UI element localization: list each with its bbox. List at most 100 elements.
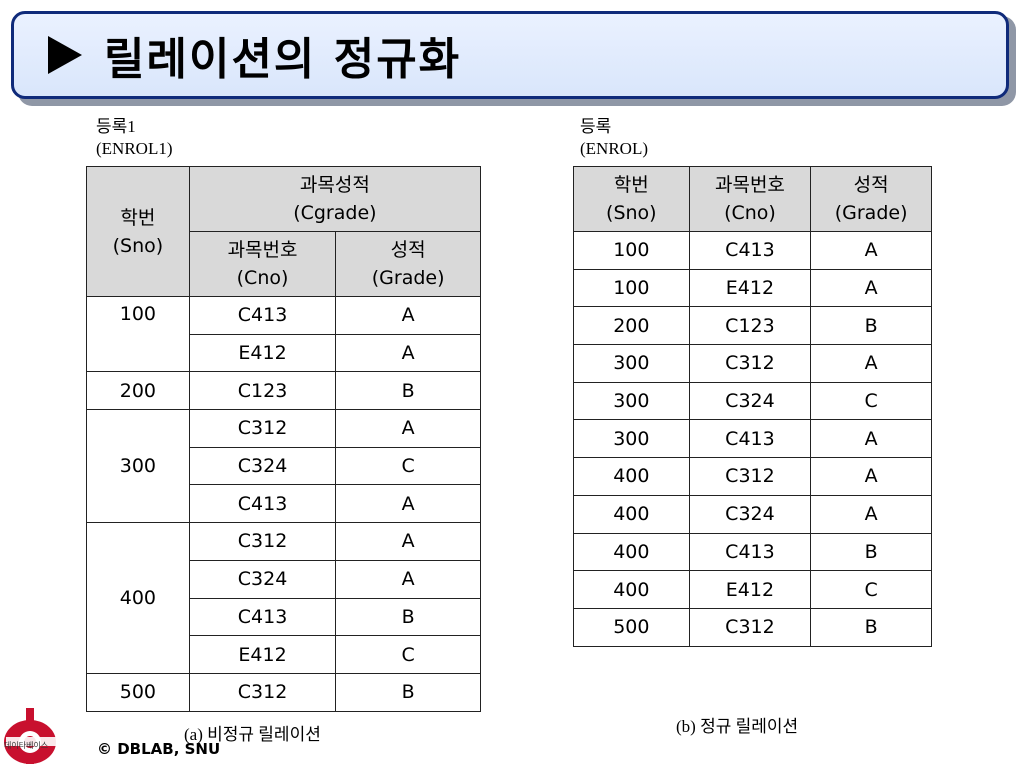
cell-grade: A [335,559,481,599]
header-sno-label: 학번 [120,206,156,229]
header-cno-label: 과목번호 [714,174,785,196]
header-sno-en: (Sno) [112,234,164,257]
cell-cno: C123 [188,371,337,411]
cell-sno: 400 [573,532,690,572]
table-row: C324 A [87,559,481,599]
header-grade-label: 성적 [853,174,889,196]
normalized-relation-table: 학번 (Sno) 과목번호 (Cno) 성적 (Grade) 100 C413 A 1… [573,166,932,647]
table-row: 400 C413 B [573,532,932,572]
header-grade-en: (Grade) [834,202,908,224]
header-grade-en: (Grade) [371,267,445,289]
cell-grade: A [810,231,932,270]
table-row: 500 C312 B [86,672,481,712]
logo-text: 데이타베이스 [4,741,49,750]
left-caption-english: (ENROL1) [96,139,173,158]
table-row: 100 C413 A [573,231,932,270]
left-caption-korean: 등록1 [96,117,136,136]
cell-sno: 200 [86,371,190,411]
cell-grade: A [810,344,932,383]
cell-grade: B [335,597,481,637]
header-grade-label: 성적 [390,239,426,261]
cell-sno: 200 [573,306,690,346]
cell-grade: B [335,371,481,411]
unnormalized-table-body: 100 C413 A E412 A 200 C123 B 300 C312 A C324 C C413 A 4… [86,295,481,712]
table-row: 500 C312 B [573,607,932,647]
cell-sno: 300 [573,381,690,421]
table-row: 300 C312 A [573,344,932,383]
header-cno-en: (Cno) [236,267,289,289]
cell-grade: A [335,333,481,373]
header-sno: 학번 (Sno) [86,166,190,297]
cell-cno: C312 [188,522,337,561]
cell-sno: 300 [86,409,190,524]
cell-sno: 400 [573,570,690,609]
cell-grade: A [335,522,481,561]
header-sno-en: (Sno) [606,202,657,224]
cell-cno: E412 [188,635,337,674]
cell-cno: C324 [688,494,812,534]
cell-grade: A [335,484,481,524]
cell-cno: C413 [188,484,337,524]
header-grade: 성적 (Grade) [335,231,481,297]
table-row: 400 C312 A [86,522,481,674]
header-cgrade-en: (Cgrade) [293,202,377,224]
cell-cno: C312 [688,344,812,383]
table-row: E412 C [87,635,481,674]
table-row: 300 C413 A [573,419,932,459]
cell-sno: 400 [86,522,190,674]
triangle-bullet-icon [48,36,82,74]
copyright-text: © DBLAB, SNU [97,740,221,758]
cell-sno: 100 [86,295,190,373]
cell-sno: 400 [573,457,690,496]
table-row: C413 B [87,597,481,637]
cell-sno: 300 [573,344,690,383]
cell-grade: C [335,446,481,486]
cell-sno: 500 [86,672,190,712]
cell-grade: C [810,381,932,421]
right-table-caption: 등록 (ENROL) [580,116,648,160]
dblab-logo-icon [4,708,56,764]
unnormalized-relation-table: 학번 (Sno) 과목성적 (Cgrade) 과목번호 (Cno) 성적 (Gr… [86,166,482,712]
normalized-table-body: 100 C413 A 100 E412 A 200 C123 B 300 C312 A 300 C324 C… [573,231,932,647]
cell-cno: C312 [688,607,812,647]
header-sno: 학번 (Sno) [573,166,690,232]
table-row: 300 C312 A [86,409,481,524]
table-row: 200 C123 B [86,371,481,411]
cell-sno: 100 [573,268,690,308]
cell-cno: C413 [688,532,812,572]
cell-grade: A [810,494,932,534]
cell-cno: C312 [188,672,337,712]
header-grade: 성적 (Grade) [810,166,932,232]
cell-grade: C [810,570,932,609]
header-cgrade: 과목성적 (Cgrade) [188,166,482,232]
cell-sno: 500 [573,607,690,647]
cell-cno: E412 [188,333,337,373]
header-cgrade-label: 과목성적 [299,174,370,196]
right-caption-korean: 등록 [580,117,612,136]
header-cno-en: (Cno) [724,202,776,224]
header-cno: 과목번호 (Cno) [688,166,812,232]
table-row: 400 E412 C [573,570,932,609]
cell-grade: B [810,532,932,572]
cell-grade: A [810,268,932,308]
table-row: 100 C413 A [86,295,481,373]
cell-cno: E412 [688,570,812,609]
cell-cno: C324 [188,559,337,599]
cell-sno: 400 [573,494,690,534]
table-row: 200 C123 B [573,306,932,346]
cell-cno: C324 [688,381,812,421]
header-cno: 과목번호 (Cno) [188,231,337,297]
title-banner: 릴레이션의 정규화 [11,11,1009,99]
cell-cno: C413 [688,419,812,459]
cell-cno: C413 [688,231,812,270]
left-table-caption: 등록1 (ENROL1) [96,116,172,160]
cell-grade: C [335,635,481,674]
right-table-footer: (b) 정규 릴레이션 [676,717,799,736]
cell-cno: C312 [688,457,812,496]
table-row: E412 A [87,333,481,373]
cell-cno: C413 [188,597,337,637]
right-caption-english: (ENROL) [580,139,648,158]
header-cno-label: 과목번호 [227,239,298,261]
cell-cno: C123 [688,306,812,346]
page-title: 릴레이션의 정규화 [104,34,462,85]
